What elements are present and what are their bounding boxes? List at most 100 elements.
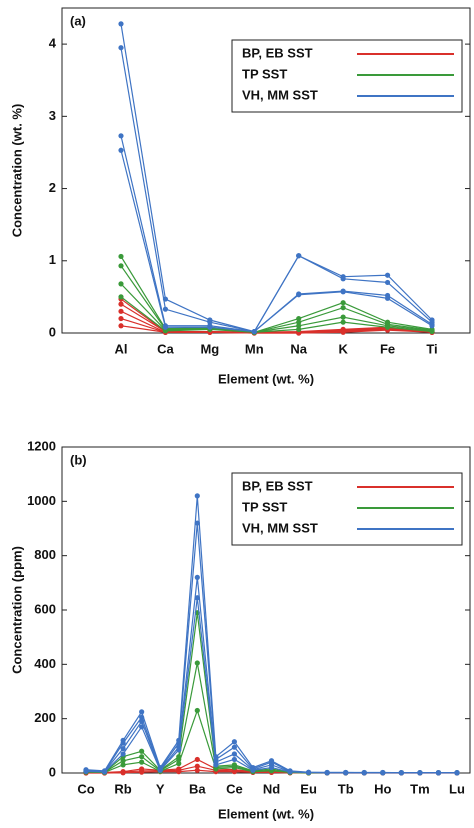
data-point (296, 253, 302, 259)
data-point (118, 323, 124, 329)
data-point (231, 751, 237, 757)
data-point (340, 329, 346, 335)
data-point (157, 767, 163, 773)
x-axis-title: Element (wt. %) (218, 806, 314, 821)
data-point (139, 714, 145, 720)
data-point (83, 768, 89, 774)
data-point (296, 315, 302, 322)
data-point (118, 315, 124, 322)
data-point (296, 292, 302, 298)
data-point (384, 324, 391, 330)
data-point (435, 770, 442, 776)
data-line (120, 296, 433, 333)
data-point (250, 767, 256, 773)
data-point (118, 147, 124, 153)
data-point (429, 323, 435, 329)
data-point (231, 756, 237, 763)
data-point (118, 263, 124, 269)
data-point (398, 770, 404, 776)
data-point (340, 319, 346, 325)
data-point (340, 300, 346, 306)
y-tick-label: 400 (34, 656, 56, 671)
data-point (231, 744, 237, 750)
x-tick-label: Ba (189, 781, 206, 796)
x-tick-label: Mg (200, 341, 219, 356)
y-tick-label: 0 (49, 324, 56, 339)
data-point (118, 294, 124, 300)
y-tick-label: 2 (49, 180, 56, 195)
data-point (194, 595, 200, 601)
legend-label: TP SST (242, 66, 287, 81)
data-point (139, 748, 145, 754)
x-tick-label: Ce (226, 781, 243, 796)
data-point (139, 759, 145, 765)
data-point (213, 762, 219, 768)
legend-label: VH, MM SST (242, 520, 318, 535)
data-point (176, 769, 182, 775)
data-point (120, 770, 126, 776)
x-axis-title: Element (wt. %) (218, 371, 314, 386)
data-point (194, 493, 200, 499)
data-point (118, 281, 124, 287)
data-point (340, 276, 346, 282)
data-point (231, 739, 237, 745)
data-line (120, 283, 433, 333)
data-point (324, 770, 330, 776)
data-point (454, 770, 460, 776)
y-tick-label: 1200 (27, 438, 56, 453)
x-tick-label: Fe (380, 341, 395, 356)
data-point (101, 769, 108, 775)
data-point (287, 769, 293, 775)
x-tick-label: Ho (374, 781, 391, 796)
data-point (118, 133, 124, 139)
data-point (120, 751, 126, 757)
data-line (85, 597, 457, 774)
data-point (120, 740, 126, 746)
data-point (139, 754, 145, 760)
data-point (380, 770, 386, 776)
data-line (120, 47, 433, 333)
x-tick-label: Lu (449, 781, 465, 796)
legend-label: VH, MM SST (242, 87, 318, 102)
legend-label: BP, EB SST (242, 45, 313, 60)
data-point (176, 760, 182, 767)
x-tick-label: K (338, 341, 348, 356)
x-tick-label: Tm (410, 781, 430, 796)
data-point (194, 574, 200, 581)
data-point (118, 21, 124, 27)
data-point (296, 330, 302, 336)
data-point (251, 328, 257, 335)
x-tick-label: Tb (338, 781, 354, 796)
data-point (343, 770, 349, 776)
panel-label: (b) (70, 452, 87, 467)
x-tick-label: Ca (157, 341, 174, 356)
x-tick-label: Rb (114, 781, 131, 796)
data-point (207, 324, 213, 330)
data-point (384, 295, 391, 301)
data-point (118, 45, 124, 51)
y-tick-label: 1000 (27, 493, 56, 508)
data-point (194, 763, 200, 769)
data-line (120, 256, 433, 333)
data-point (296, 323, 302, 329)
data-line (120, 325, 433, 334)
data-point (207, 319, 213, 325)
x-tick-label: Mn (245, 341, 264, 356)
data-line (120, 150, 433, 333)
x-tick-label: Ti (426, 341, 437, 356)
data-point (417, 770, 423, 776)
data-point (139, 709, 145, 715)
data-line (85, 523, 457, 774)
data-point (296, 326, 302, 332)
data-point (194, 756, 200, 763)
y-axis-title: Concentration (ppm) (9, 546, 24, 674)
data-line (120, 265, 433, 333)
data-point (268, 764, 275, 771)
data-point (162, 328, 169, 334)
x-tick-label: Na (290, 341, 307, 356)
data-point (384, 279, 391, 286)
legend-label: BP, EB SST (242, 478, 313, 493)
data-point (384, 272, 391, 278)
data-point (194, 520, 200, 526)
